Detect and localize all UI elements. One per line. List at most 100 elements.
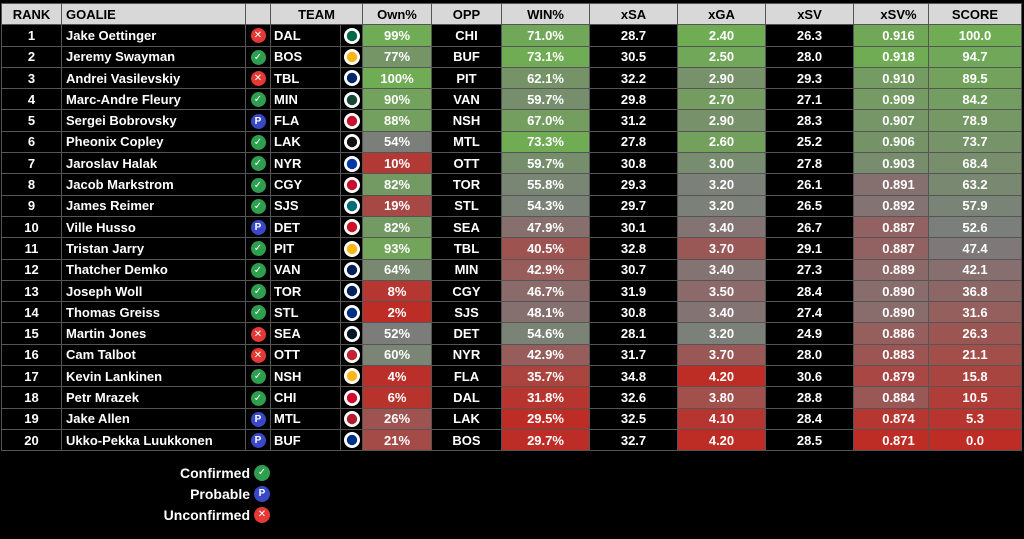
- header-xsv[interactable]: xSV: [765, 2, 854, 26]
- score-cell: 31.6: [928, 301, 1022, 324]
- goalie-name-cell: Ville Husso: [61, 215, 246, 239]
- team-cell: OTT: [270, 343, 341, 367]
- score-row[interactable]: 84.2: [928, 88, 1022, 111]
- goalie-name-cell: Jaroslav Halak: [61, 152, 246, 175]
- header-opp[interactable]: OPP: [431, 2, 502, 26]
- xsv-pct-cell: 0.907: [853, 109, 944, 132]
- status-cell: ✕: [245, 24, 271, 47]
- table-row[interactable]: 3 Andrei Vasilevskiy ✕ TBL 100% PIT 62.1% 32.2 2…: [1, 66, 944, 90]
- logo-cell: [340, 279, 363, 303]
- score-row[interactable]: 57.9: [928, 194, 1022, 217]
- score-row[interactable]: 36.8: [928, 279, 1022, 303]
- win-pct-cell: 46.7%: [501, 279, 590, 303]
- xsa-cell: 31.2: [589, 109, 678, 132]
- score-row[interactable]: 94.7: [928, 45, 1022, 68]
- table-row[interactable]: 2 Jeremy Swayman ✓ BOS 77% BUF 73.1% 30.5 2.50 28…: [1, 45, 944, 68]
- score-row[interactable]: 52.6: [928, 215, 1022, 239]
- table-row[interactable]: 4 Marc-Andre Fleury ✓ MIN 90% VAN 59.7% 29.8 2.7…: [1, 88, 944, 111]
- rank-cell: 14: [1, 301, 62, 324]
- score-row[interactable]: 21.1: [928, 343, 1022, 367]
- score-row[interactable]: 47.4: [928, 237, 1022, 260]
- table-row[interactable]: 8 Jacob Markstrom ✓ CGY 82% TOR 55.8% 29.3 3.20 2…: [1, 173, 944, 196]
- win-pct-cell: 47.9%: [501, 215, 590, 239]
- header-win[interactable]: WIN%: [501, 2, 590, 26]
- header-team[interactable]: TEAM: [270, 2, 363, 26]
- xsv-cell: 26.3: [765, 24, 854, 47]
- rank-cell: 8: [1, 173, 62, 196]
- score-cell: 84.2: [928, 88, 1022, 111]
- score-cell: 26.3: [928, 322, 1022, 345]
- score-row[interactable]: 10.5: [928, 386, 1022, 409]
- table-row[interactable]: 6 Pheonix Copley ✓ LAK 54% MTL 73.3% 27.8 2.60 25…: [1, 130, 944, 154]
- table-row[interactable]: 9 James Reimer ✓ SJS 19% STL 54.3% 29.7 3.20 26.5…: [1, 194, 944, 217]
- xsv-pct-cell: 0.892: [853, 194, 944, 217]
- own-pct-cell: 90%: [362, 88, 432, 111]
- win-pct-cell: 42.9%: [501, 343, 590, 367]
- xga-cell: 3.20: [677, 322, 766, 345]
- header-own[interactable]: Own%: [362, 2, 432, 26]
- xsa-cell: 27.8: [589, 130, 678, 154]
- confirmed-status-icon: ✓: [250, 241, 266, 257]
- rank-cell: 5: [1, 109, 62, 132]
- score-row[interactable]: 100.0: [928, 24, 1022, 47]
- header-xsa[interactable]: xSA: [589, 2, 678, 26]
- table-row[interactable]: 12 Thatcher Demko ✓ VAN 64% MIN 42.9% 30.7 3.40 2…: [1, 258, 944, 281]
- score-row[interactable]: 42.1: [928, 258, 1022, 281]
- score-cell: 100.0: [928, 24, 1022, 47]
- table-row[interactable]: 11 Tristan Jarry ✓ PIT 93% TBL 40.5% 32.8 3.70 29…: [1, 237, 944, 260]
- table-row[interactable]: 16 Cam Talbot ✕ OTT 60% NYR 42.9% 31.7 3.70 28.0 0…: [1, 343, 944, 367]
- table-row[interactable]: 15 Martin Jones ✕ SEA 52% DET 54.6% 28.1 3.20 24.…: [1, 322, 944, 345]
- header-goalie[interactable]: GOALIE: [61, 2, 246, 26]
- header-score[interactable]: SCORE: [928, 2, 1022, 26]
- xsv-cell: 26.7: [765, 215, 854, 239]
- xga-cell: 3.80: [677, 386, 766, 409]
- rank-cell: 6: [1, 130, 62, 154]
- score-row[interactable]: 73.7: [928, 130, 1022, 154]
- opponent-cell: DAL: [431, 386, 502, 409]
- xga-cell: 3.70: [677, 237, 766, 260]
- score-row[interactable]: 0.0: [928, 428, 1022, 452]
- header-rank[interactable]: RANK: [1, 2, 62, 26]
- xga-cell: 3.20: [677, 173, 766, 196]
- table-row[interactable]: 17 Kevin Lankinen ✓ NSH 4% FLA 35.7% 34.8 4.20 30…: [1, 365, 944, 388]
- table-row[interactable]: 19 Jake Allen P MTL 26% LAK 29.5% 32.5 4.10 28.4 0…: [1, 407, 944, 430]
- table-row[interactable]: 10 Ville Husso P DET 82% SEA 47.9% 30.1 3.40 26.7…: [1, 215, 944, 239]
- table-row[interactable]: 13 Joseph Woll ✓ TOR 8% CGY 46.7% 31.9 3.50 28.4 0…: [1, 279, 944, 303]
- table-row[interactable]: 18 Petr Mrazek ✓ CHI 6% DAL 31.8% 32.6 3.80 28.8 0…: [1, 386, 944, 409]
- win-pct-cell: 54.3%: [501, 194, 590, 217]
- table-row[interactable]: 5 Sergei Bobrovsky P FLA 88% NSH 67.0% 31.2 2.90…: [1, 109, 944, 132]
- header-xga[interactable]: xGA: [677, 2, 766, 26]
- score-row[interactable]: 31.6: [928, 301, 1022, 324]
- score-row[interactable]: 26.3: [928, 322, 1022, 345]
- status-cell: ✓: [245, 301, 271, 324]
- score-row[interactable]: 78.9: [928, 109, 1022, 132]
- table-row[interactable]: 7 Jaroslav Halak ✓ NYR 10% OTT 59.7% 30.8 3.00 27…: [1, 152, 944, 175]
- header-xsvpct[interactable]: xSV%: [853, 2, 944, 26]
- score-row[interactable]: 15.8: [928, 365, 1022, 388]
- table-row[interactable]: 14 Thomas Greiss ✓ STL 2% SJS 48.1% 30.8 3.40 27.…: [1, 301, 944, 324]
- goalie-name-cell: Joseph Woll: [61, 279, 246, 303]
- score-row[interactable]: 89.5: [928, 66, 1022, 90]
- table-row[interactable]: 1 Jake Oettinger ✕ DAL 99% CHI 71.0% 28.7 2.40 26…: [1, 24, 944, 47]
- status-legend: Confirmed ✓ Probable P Unconfirmed ✕: [130, 462, 270, 525]
- xsa-cell: 31.9: [589, 279, 678, 303]
- xsv-cell: 25.2: [765, 130, 854, 154]
- score-table: SCORE 100.0 94.7 89.5 84.2 78.9 73.7 68.4 63.2 5…: [928, 2, 1022, 452]
- team-logo-mark: [346, 30, 357, 41]
- score-row[interactable]: 68.4: [928, 152, 1022, 175]
- logo-cell: [340, 24, 363, 47]
- table-row[interactable]: 20 Ukko-Pekka Luukkonen P BUF 21% BOS 29.7% 32.…: [1, 428, 944, 452]
- rank-cell: 15: [1, 322, 62, 345]
- win-pct-cell: 29.5%: [501, 407, 590, 430]
- score-row[interactable]: 5.3: [928, 407, 1022, 430]
- rank-cell: 16: [1, 343, 62, 367]
- score-row[interactable]: 63.2: [928, 173, 1022, 196]
- logo-cell: [340, 365, 363, 388]
- team-logo-icon: [343, 134, 360, 151]
- team-logo-mark: [346, 243, 357, 254]
- xsv-pct-cell: 0.886: [853, 322, 944, 345]
- own-pct-cell: 82%: [362, 215, 432, 239]
- xsv-cell: 28.0: [765, 343, 854, 367]
- own-pct-cell: 19%: [362, 194, 432, 217]
- xsv-pct-cell: 0.879: [853, 365, 944, 388]
